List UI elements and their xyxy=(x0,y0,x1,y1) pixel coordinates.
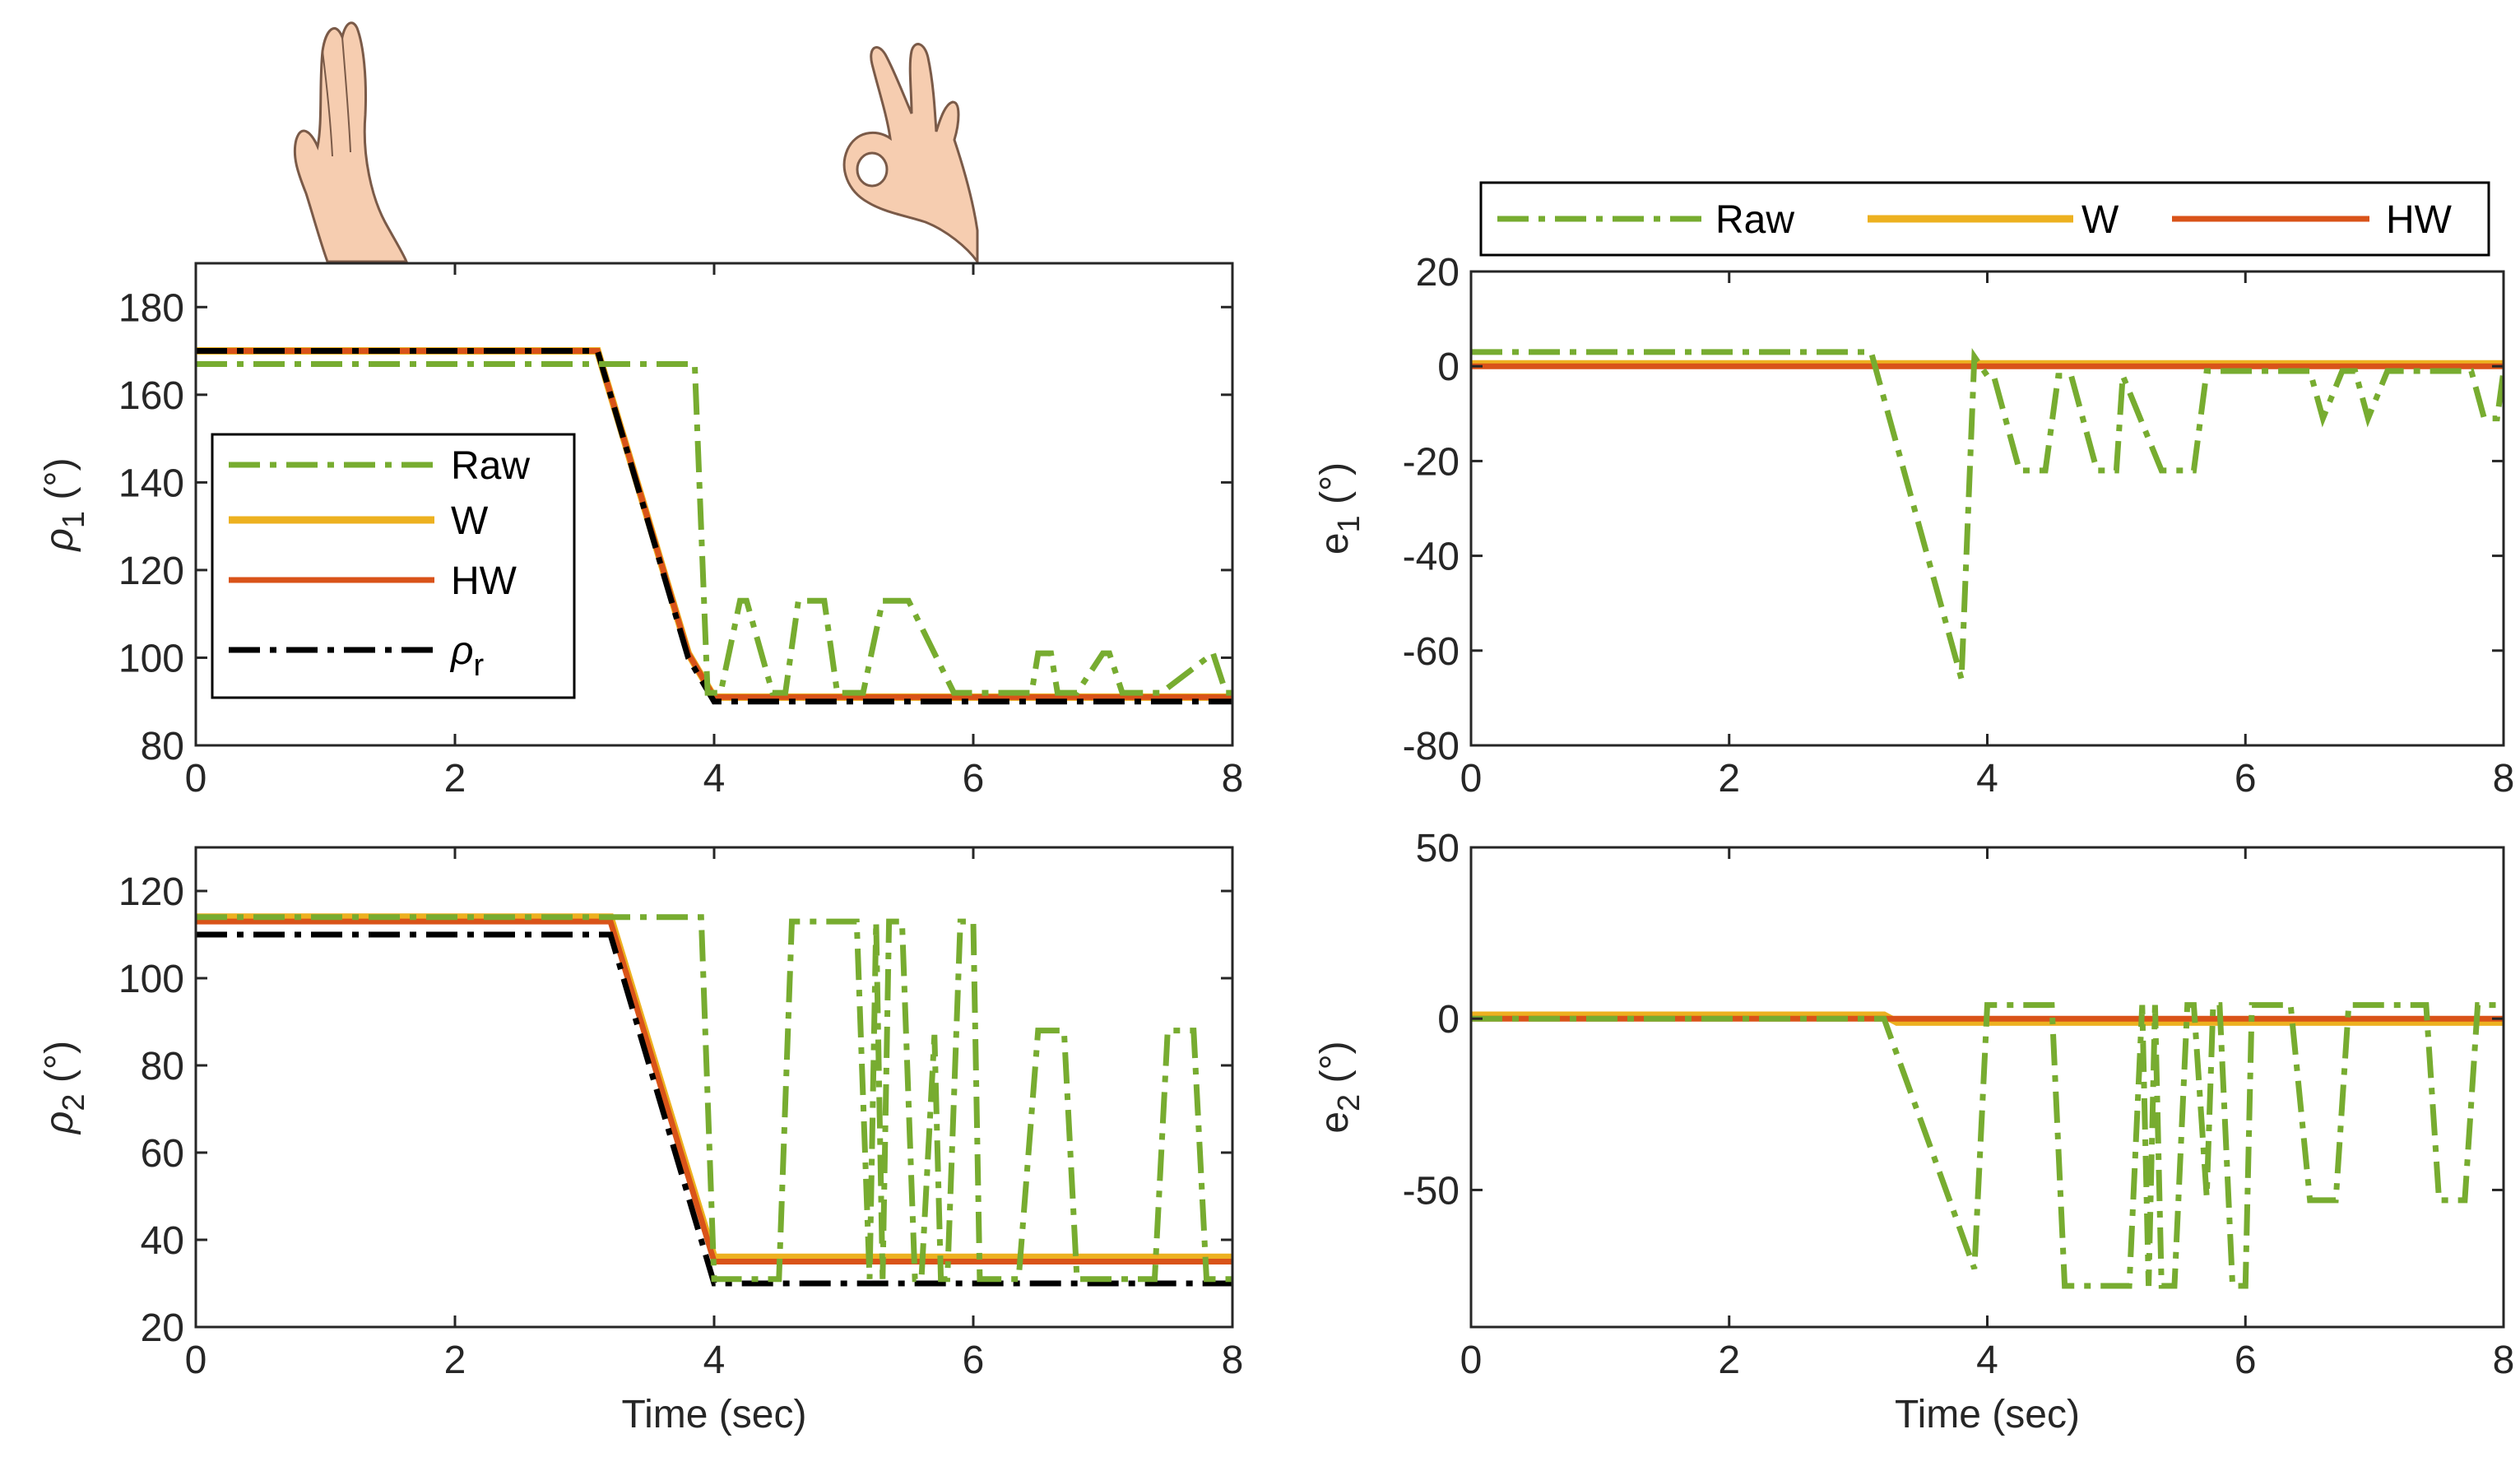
two-fingers-hand-icon xyxy=(293,21,409,263)
e2-ylabel-unit: (°) xyxy=(1313,1041,1357,1094)
ok-sign-hand-icon xyxy=(842,43,979,266)
e1-xtick-label: 8 xyxy=(2493,757,2515,800)
rho1-ytick-label: 120 xyxy=(118,550,184,593)
e2-xtick-label: 4 xyxy=(1976,1339,1998,1382)
e1-ylabel-main: e xyxy=(1313,532,1357,554)
panel-e1: 0 2 4 6 8 -80 -60 -40 -20 0 20 e1 (°) xyxy=(1313,251,2514,800)
rho2-xtick-label: 0 xyxy=(185,1339,207,1382)
legend-rho1-box xyxy=(211,433,576,699)
e2-xtick-label: 6 xyxy=(2235,1339,2257,1382)
rho2-ylabel-main: ρ xyxy=(38,1111,81,1136)
e2-ylabel-main: e xyxy=(1313,1111,1357,1134)
rho1-ytick-label: 160 xyxy=(118,374,184,418)
e2-ytick-label: 0 xyxy=(1437,998,1460,1042)
rho1-ylabel-main: ρ xyxy=(38,528,81,553)
rho2-series-hw xyxy=(196,918,1232,1264)
legend-rho1-ref-label: ρr xyxy=(449,629,485,683)
legend-rho1-raw-label: Raw xyxy=(451,444,530,488)
rho2-ylabel-sub: 2 xyxy=(57,1093,91,1111)
rho2-ylabel: ρ2 (°) xyxy=(38,1041,91,1135)
e1-xtick-label: 0 xyxy=(1460,757,1483,800)
rho1-ytick-label: 100 xyxy=(118,637,184,680)
rho1-ylabel-unit: (°) xyxy=(38,457,81,511)
rho2-xtick-label: 4 xyxy=(703,1339,726,1382)
rho1-ylabel: ρ1 (°) xyxy=(38,457,91,552)
e2-plot-area xyxy=(1471,847,2504,1327)
e1-series-raw xyxy=(1471,347,2504,680)
rho1-ytick-label: 140 xyxy=(118,462,184,505)
e1-ytick-label: -40 xyxy=(1403,536,1460,579)
e1-series-group xyxy=(1471,347,2504,680)
e2-ylabel: e2 (°) xyxy=(1313,1041,1367,1133)
e1-ytick-label: 20 xyxy=(1416,251,1460,295)
rho2-ylabel-unit: (°) xyxy=(38,1041,81,1094)
rho1-xtick-label: 4 xyxy=(703,757,726,800)
legend-rho1-ref-sub: r xyxy=(474,648,485,683)
rho2-ytick-label: 80 xyxy=(141,1045,184,1088)
legend-rho1-hw-label: HW xyxy=(451,559,517,603)
e2-ytick-label: 50 xyxy=(1416,827,1460,870)
e1-ytick-label: -20 xyxy=(1403,440,1460,484)
e2-series-raw xyxy=(1471,1002,2504,1289)
rho2-xtick-label: 6 xyxy=(963,1339,985,1382)
e2-xtick-label: 2 xyxy=(1718,1339,1740,1382)
rho2-xtick-label: 8 xyxy=(1222,1339,1244,1382)
e2-ytick-label: -50 xyxy=(1403,1169,1460,1213)
e2-series-group xyxy=(1471,1002,2504,1289)
legend-rho1-w-label: W xyxy=(451,499,489,543)
e2-xtick-label: 0 xyxy=(1460,1339,1483,1382)
e1-ylabel-sub: 1 xyxy=(1332,515,1367,532)
e1-ytick-label: -60 xyxy=(1403,630,1460,674)
rho1-ytick-label: 180 xyxy=(118,286,184,330)
rho2-xtick-label: 2 xyxy=(444,1339,466,1382)
legend-top-right-hw-label: HW xyxy=(2386,198,2453,242)
rho1-ytick-label: 80 xyxy=(141,725,184,768)
legend-top-right: Raw W HW xyxy=(1479,181,2490,257)
rho2-ytick-label: 60 xyxy=(141,1132,184,1176)
rho1-ylabel-sub: 1 xyxy=(57,511,91,528)
rho1-xtick-label: 2 xyxy=(444,757,466,800)
rho2-series-ref xyxy=(196,931,1232,1287)
rho2-xlabel: Time (sec) xyxy=(622,1393,807,1436)
e1-ylabel-unit: (°) xyxy=(1313,462,1357,516)
e1-ytick-label: 0 xyxy=(1437,346,1460,389)
e1-xtick-label: 6 xyxy=(2235,757,2257,800)
rho2-ytick-label: 40 xyxy=(141,1219,184,1263)
rho2-ytick-label: 120 xyxy=(118,870,184,914)
legend-rho1-ref-main: ρ xyxy=(449,629,474,673)
e1-plot-area xyxy=(1471,271,2504,745)
rho1-series-raw xyxy=(196,361,1232,696)
rho2-ytick-label: 100 xyxy=(118,958,184,1001)
e1-xtick-label: 2 xyxy=(1718,757,1740,800)
legend-rho1: Raw W HW ρr xyxy=(211,433,576,699)
rho2-series-raw xyxy=(196,914,1232,1283)
e1-xtick-label: 4 xyxy=(1976,757,1998,800)
e2-xtick-label: 8 xyxy=(2493,1339,2515,1382)
legend-top-right-raw-label: Raw xyxy=(1715,198,1794,242)
e1-ylabel: e1 (°) xyxy=(1313,462,1367,554)
rho1-xtick-label: 8 xyxy=(1222,757,1244,800)
rho2-ytick-label: 20 xyxy=(141,1306,184,1350)
rho1-series-ref xyxy=(196,348,1232,705)
legend-top-right-w-label: W xyxy=(2081,198,2119,242)
rho1-xtick-label: 0 xyxy=(185,757,207,800)
rho1-series-group xyxy=(196,347,1232,705)
rho1-xtick-label: 6 xyxy=(963,757,985,800)
e2-ylabel-sub: 2 xyxy=(1332,1094,1367,1111)
rho2-series-group xyxy=(196,913,1232,1287)
e2-xlabel: Time (sec) xyxy=(1895,1393,2080,1436)
e1-ytick-label: -80 xyxy=(1403,725,1460,768)
